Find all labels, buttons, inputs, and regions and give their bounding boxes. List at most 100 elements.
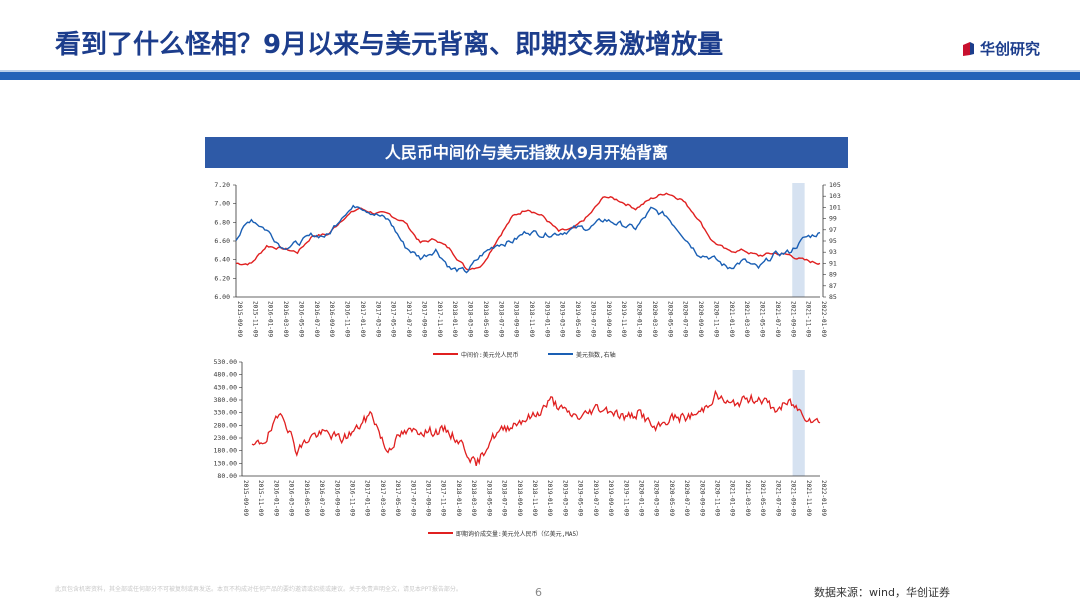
bottom-x-tick-label: 2017-09-09 <box>425 480 432 517</box>
bottom-chart-lines <box>251 389 821 466</box>
bottom-x-tick-label: 2021-11-09 <box>805 480 812 517</box>
top-x-tick-label: 2022-01-09 <box>820 301 827 338</box>
top-x-tick-label: 2021-11-09 <box>805 301 812 338</box>
top-x-tick-label: 2019-07-09 <box>589 301 596 338</box>
bottom-x-tick-label: 2018-11-09 <box>531 480 538 517</box>
spot-volume-line <box>251 389 821 466</box>
cny-fixing-line <box>235 192 821 271</box>
top-x-tick-label: 2016-03-09 <box>282 301 289 338</box>
top-x-tick-label: 2021-03-09 <box>743 301 750 338</box>
top-x-tick-label: 2016-11-09 <box>344 301 351 338</box>
top-right-tick-label: 93 <box>829 248 837 256</box>
data-source: 数据来源：wind，华创证券 <box>813 586 950 599</box>
bottom-x-tick-label: 2021-07-09 <box>774 480 781 517</box>
bottom-x-tick-label: 2022-01-09 <box>820 480 827 517</box>
header-rule <box>0 72 1080 80</box>
bottom-x-tick-label: 2017-11-09 <box>440 480 447 517</box>
top-chart-lines <box>235 192 821 274</box>
bottom-x-tick-label: 2019-11-09 <box>622 480 629 517</box>
bottom-x-tick-label: 2020-11-09 <box>714 480 721 517</box>
top-x-tick-label: 2016-09-09 <box>328 301 335 338</box>
bottom-y-tick-label: 380.00 <box>214 396 238 404</box>
top-x-tick-label: 2020-07-09 <box>682 301 689 338</box>
bottom-x-tick-label: 2016-09-09 <box>333 480 340 517</box>
bottom-x-tick-label: 2015-11-09 <box>257 480 264 517</box>
top-x-tick-label: 2021-01-09 <box>728 301 735 338</box>
bottom-x-tick-label: 2018-07-09 <box>501 480 508 517</box>
top-x-tick-label: 2016-07-09 <box>313 301 320 338</box>
top-x-tick-label: 2016-05-09 <box>297 301 304 338</box>
top-x-tick-label: 2020-09-09 <box>697 301 704 338</box>
bottom-x-tick-label: 2016-01-09 <box>272 480 279 517</box>
top-left-tick-label: 6.80 <box>214 218 230 226</box>
top-x-tick-label: 2021-05-09 <box>759 301 766 338</box>
top-right-tick-label: 105 <box>829 181 841 189</box>
top-right-tick-label: 89 <box>829 271 837 279</box>
bottom-x-tick-label: 2019-07-09 <box>592 480 599 517</box>
bottom-x-tick-label: 2019-05-09 <box>577 480 584 517</box>
bottom-chart-axes: 530.00 480.00 430.00 380.00 330.00 280.00 230.… <box>214 358 820 480</box>
bottom-x-tick-label: 2017-05-09 <box>394 480 401 517</box>
top-x-tick-label: 2019-09-09 <box>605 301 612 338</box>
top-left-tick-label: 6.20 <box>214 274 230 282</box>
top-x-tick-label: 2017-03-09 <box>374 301 381 338</box>
top-left-tick-label: 7.20 <box>214 181 230 189</box>
bottom-x-tick-label: 2021-01-09 <box>729 480 736 517</box>
legend-label-cny: 中间价:美元兑人民币 <box>461 351 519 359</box>
top-x-tick-label: 2019-03-09 <box>559 301 566 338</box>
dollar-index-line <box>235 204 821 274</box>
top-right-tick-label: 103 <box>829 192 841 200</box>
legend-label-dxy: 美元指数,右轴 <box>576 351 616 359</box>
top-x-tick-label: 2019-05-09 <box>574 301 581 338</box>
top-left-tick-label: 6.60 <box>214 237 230 245</box>
bottom-x-tick-label: 2019-09-09 <box>607 480 614 517</box>
top-x-tick-label: 2021-07-09 <box>774 301 781 338</box>
bottom-y-tick-label: 330.00 <box>214 409 238 417</box>
bottom-y-tick-label: 280.00 <box>214 421 238 429</box>
bottom-y-tick-label: 130.00 <box>214 459 238 467</box>
top-left-tick-label: 6.40 <box>214 256 230 264</box>
highlight-band-bottom <box>792 370 805 476</box>
top-x-tick-label: 2017-07-09 <box>405 301 412 338</box>
bottom-x-tick-label: 2020-07-09 <box>683 480 690 517</box>
top-x-tick-label: 2020-11-09 <box>712 301 719 338</box>
bottom-x-tick-label: 2016-03-09 <box>288 480 295 517</box>
bottom-x-tick-label: 2017-03-09 <box>379 480 386 517</box>
bottom-x-tick-label: 2016-05-09 <box>303 480 310 517</box>
page-number: 6 <box>535 586 542 599</box>
bottom-y-tick-label: 530.00 <box>214 358 238 366</box>
top-x-tick-label: 2021-09-09 <box>789 301 796 338</box>
top-legend: 中间价:美元兑人民币 美元指数,右轴 <box>433 351 616 359</box>
logo-icon <box>962 41 974 56</box>
logo-text: 华创研究 <box>979 40 1040 58</box>
bottom-x-tick-label: 2020-03-09 <box>653 480 660 517</box>
bottom-x-tick-label: 2015-09-09 <box>242 480 249 517</box>
highlight-band-top <box>792 183 805 297</box>
top-x-tick-label: 2018-09-09 <box>513 301 520 338</box>
bottom-y-tick-label: 480.00 <box>214 371 238 379</box>
top-chart-x-labels: 2015-09-09 2015-11-09 2016-01-09 2016-03-09… <box>236 301 827 338</box>
bottom-x-tick-label: 2017-01-09 <box>364 480 371 517</box>
bottom-chart-x-labels: 2015-09-09 2015-11-09 2016-01-09 2016-03-09… <box>242 480 827 517</box>
top-x-tick-label: 2020-05-09 <box>666 301 673 338</box>
top-x-tick-label: 2015-09-09 <box>236 301 243 338</box>
top-x-tick-label: 2015-11-09 <box>251 301 258 338</box>
top-right-tick-label: 95 <box>829 237 837 245</box>
bottom-x-tick-label: 2021-03-09 <box>744 480 751 517</box>
header-rule-light <box>0 70 1080 72</box>
bottom-legend: 即期询价成交量:美元兑人民币（亿美元,MA5） <box>428 530 582 538</box>
top-x-tick-label: 2018-11-09 <box>528 301 535 338</box>
legend-label-volume: 即期询价成交量:美元兑人民币（亿美元,MA5） <box>456 530 582 538</box>
top-chart-axes: 7.20 7.00 6.80 6.60 6.40 6.20 6.00 105 103 101 99 9… <box>214 181 840 301</box>
top-right-tick-label: 97 <box>829 226 837 234</box>
top-x-tick-label: 2017-05-09 <box>390 301 397 338</box>
bottom-x-tick-label: 2020-09-09 <box>698 480 705 517</box>
brand-logo: 华创研究 <box>960 38 1040 59</box>
top-x-tick-label: 2017-09-09 <box>420 301 427 338</box>
bottom-x-tick-label: 2021-09-09 <box>790 480 797 517</box>
top-left-tick-label: 7.00 <box>214 200 230 208</box>
top-x-tick-label: 2017-11-09 <box>436 301 443 338</box>
top-x-tick-label: 2020-03-09 <box>651 301 658 338</box>
top-right-tick-label: 99 <box>829 215 837 223</box>
